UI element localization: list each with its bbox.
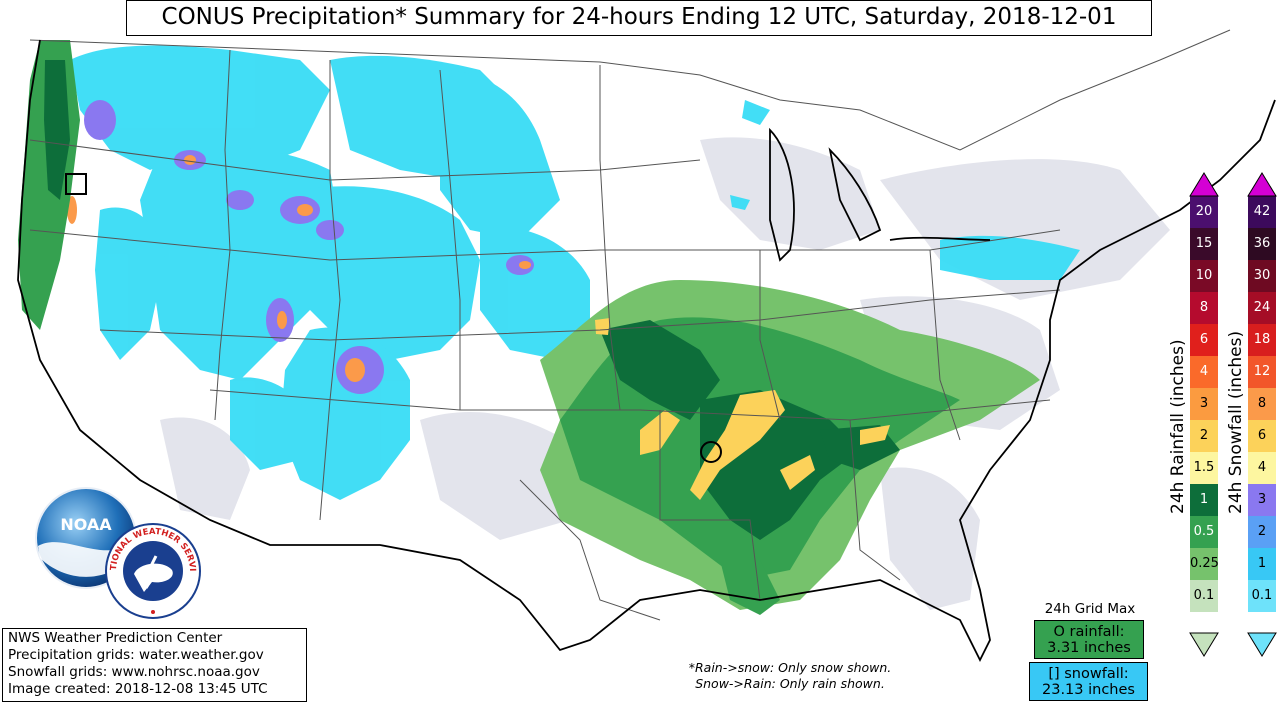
legend-bin-snow-8: 4 bbox=[1248, 452, 1276, 484]
rainfall-max-marker bbox=[700, 441, 722, 463]
legend-bin-rain-9: 1 bbox=[1190, 484, 1218, 516]
legend-bin-snow-11: 1 bbox=[1248, 548, 1276, 580]
legend-bin-rain-4: 6 bbox=[1190, 324, 1218, 356]
legend-bin-rain-12: 0.1 bbox=[1190, 580, 1218, 612]
map-title: CONUS Precipitation* Summary for 24-hour… bbox=[126, 0, 1152, 36]
legend-bin-rain-0: 20 bbox=[1190, 196, 1218, 228]
grid-max-rainfall-label: O rainfall: bbox=[1053, 624, 1125, 640]
legend-bin-rain-1: 15 bbox=[1190, 228, 1218, 260]
grid-max-snowfall-box: [] snowfall: 23.13 inches bbox=[1029, 662, 1148, 701]
snowfall-legend-label: 24h Snowfall (inches) bbox=[1226, 330, 1246, 514]
snow-legend-top-arrow bbox=[1247, 172, 1277, 197]
legend-bin-snow-6: 8 bbox=[1248, 388, 1276, 420]
legend-bin-snow-7: 6 bbox=[1248, 420, 1276, 452]
legend-bin-rain-6: 3 bbox=[1190, 388, 1218, 420]
legend-bin-rain-2: 10 bbox=[1190, 260, 1218, 292]
legend-bin-rain-3: 8 bbox=[1190, 292, 1218, 324]
grid-max-rainfall-box: O rainfall: 3.31 inches bbox=[1034, 620, 1144, 659]
legend-bin-snow-9: 3 bbox=[1248, 484, 1276, 516]
credits-line-2: Precipitation grids: water.weather.gov bbox=[8, 647, 264, 663]
note-line-2: Snow->Rain: Only rain shown. bbox=[695, 676, 885, 691]
credits-line-3: Snowfall grids: www.nohrsc.noaa.gov bbox=[8, 664, 260, 680]
note-line-1: *Rain->snow: Only snow shown. bbox=[688, 660, 892, 675]
grid-max-rainfall-value: 3.31 inches bbox=[1047, 640, 1131, 656]
legend-bin-snow-5: 12 bbox=[1248, 356, 1276, 388]
legend-bin-snow-2: 30 bbox=[1248, 260, 1276, 292]
snowfall-legend: 42 36 30 24 18 12 8 6 4 3 2 1 0.1 bbox=[1248, 196, 1276, 616]
legend-bin-rain-8: 1.5 bbox=[1190, 452, 1218, 484]
coastline-border bbox=[17, 39, 1276, 663]
legend-bin-snow-1: 36 bbox=[1248, 228, 1276, 260]
legend-bin-rain-11: 0.25 bbox=[1190, 548, 1219, 580]
credits-line-4: Image created: 2018-12-08 13:45 UTC bbox=[8, 681, 268, 697]
rain-legend-top-arrow bbox=[1189, 172, 1219, 197]
rain-snow-note: *Rain->snow: Only snow shown. Snow->Rain… bbox=[660, 660, 920, 692]
snow-max-spots bbox=[67, 155, 531, 382]
grid-max-title: 24h Grid Max bbox=[1044, 601, 1136, 617]
credits-line-1: NWS Weather Prediction Center bbox=[8, 630, 223, 646]
legend-bin-rain-5: 4 bbox=[1190, 356, 1218, 388]
rainfall-legend-label: 24h Rainfall (inches) bbox=[1168, 339, 1188, 514]
legend-bin-snow-10: 2 bbox=[1248, 516, 1276, 548]
legend-bin-rain-7: 2 bbox=[1190, 420, 1218, 452]
snowfall-max-marker bbox=[65, 173, 87, 195]
legend-bin-snow-3: 24 bbox=[1248, 292, 1276, 324]
nws-logo: NATIONAL WEATHER SERVICE bbox=[104, 522, 201, 619]
legend-bin-rain-10: 0.5 bbox=[1190, 516, 1218, 548]
legend-bin-snow-12: 0.1 bbox=[1248, 580, 1276, 612]
boundaries bbox=[29, 29, 1231, 621]
rain-legend-bottom-arrow bbox=[1189, 632, 1219, 657]
legend-bin-snow-0: 42 bbox=[1248, 196, 1276, 228]
snow-legend-bottom-arrow bbox=[1247, 632, 1277, 657]
grid-max-snowfall-label: [] snowfall: bbox=[1048, 666, 1129, 682]
legend-bin-snow-4: 18 bbox=[1248, 324, 1276, 356]
grid-max-snowfall-value: 23.13 inches bbox=[1042, 682, 1135, 698]
rainfall-legend: 20 15 10 8 6 4 3 2 1.5 1 0.5 0.25 0.1 bbox=[1190, 196, 1219, 616]
credits-box: NWS Weather Prediction Center Precipitat… bbox=[2, 628, 307, 702]
noaa-logo-text: NOAA bbox=[60, 515, 112, 534]
